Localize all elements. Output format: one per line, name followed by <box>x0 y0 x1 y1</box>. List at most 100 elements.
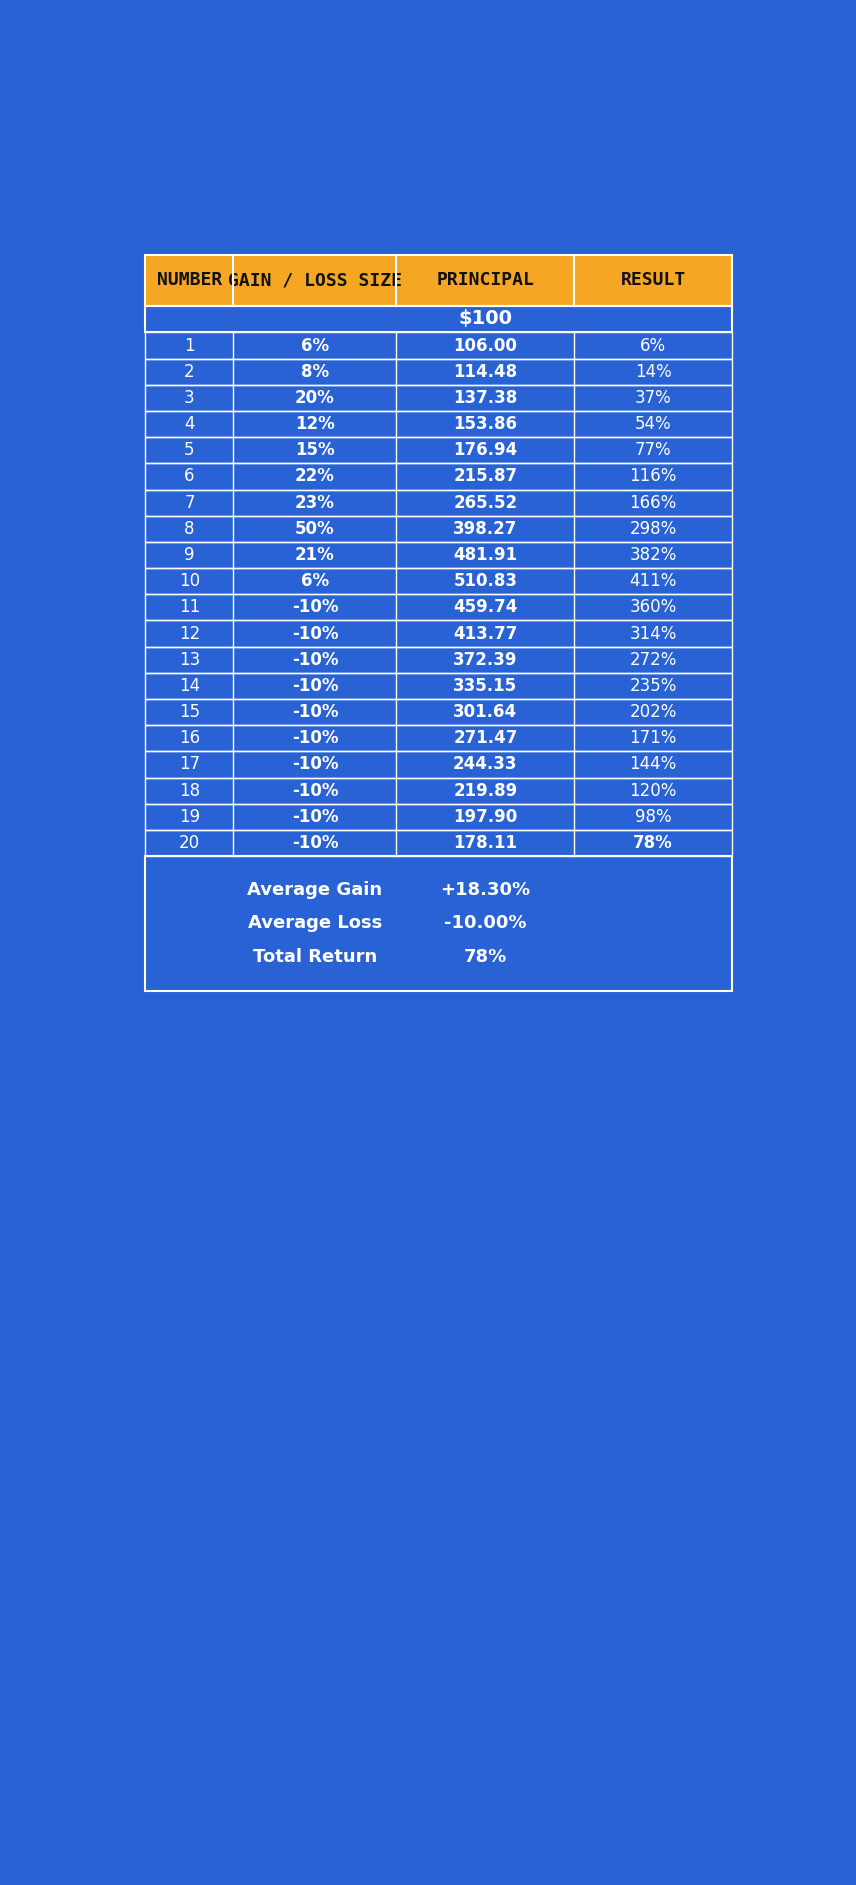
Text: 197.90: 197.90 <box>453 809 517 826</box>
Text: 137.38: 137.38 <box>453 388 517 407</box>
Text: Total Return: Total Return <box>253 948 377 967</box>
Bar <box>146 752 732 777</box>
Text: 54%: 54% <box>635 415 671 434</box>
Bar <box>146 647 732 673</box>
Bar <box>146 699 732 726</box>
Text: 14: 14 <box>179 677 200 696</box>
Text: 15: 15 <box>179 703 200 722</box>
Text: Average Gain: Average Gain <box>247 880 383 899</box>
Text: 382%: 382% <box>629 547 677 564</box>
Text: 20: 20 <box>179 833 200 852</box>
Text: 6%: 6% <box>301 573 329 590</box>
Text: 7: 7 <box>184 494 194 511</box>
Bar <box>146 803 732 829</box>
Text: 6%: 6% <box>640 337 666 354</box>
Bar <box>146 464 732 490</box>
Text: 298%: 298% <box>629 520 677 537</box>
Text: -10%: -10% <box>292 624 338 643</box>
Text: 413.77: 413.77 <box>453 624 518 643</box>
Bar <box>146 385 732 411</box>
Bar <box>146 726 732 752</box>
Text: 6%: 6% <box>301 337 329 354</box>
Text: 18: 18 <box>179 782 200 799</box>
Bar <box>146 358 732 385</box>
Text: 5: 5 <box>184 441 194 460</box>
Text: 8: 8 <box>184 520 194 537</box>
Text: -10%: -10% <box>292 650 338 669</box>
Bar <box>146 752 732 777</box>
Bar <box>146 673 732 699</box>
Text: 202%: 202% <box>629 703 677 722</box>
Text: 4: 4 <box>184 415 194 434</box>
Text: 372.39: 372.39 <box>453 650 518 669</box>
Text: 106.00: 106.00 <box>454 337 517 354</box>
Bar <box>146 829 732 856</box>
Text: Average Loss: Average Loss <box>248 914 382 933</box>
Text: 166%: 166% <box>629 494 677 511</box>
Bar <box>146 256 732 305</box>
Bar <box>146 490 732 516</box>
Bar <box>146 594 732 620</box>
Text: 12: 12 <box>179 624 200 643</box>
Text: 265.52: 265.52 <box>454 494 517 511</box>
Text: 219.89: 219.89 <box>453 782 517 799</box>
Text: 20%: 20% <box>295 388 335 407</box>
Text: 301.64: 301.64 <box>454 703 517 722</box>
Bar <box>146 541 732 567</box>
Text: 153.86: 153.86 <box>454 415 517 434</box>
Text: 272%: 272% <box>629 650 677 669</box>
Text: 11: 11 <box>179 598 200 616</box>
Text: 215.87: 215.87 <box>454 467 517 486</box>
Text: -10%: -10% <box>292 598 338 616</box>
Text: 176.94: 176.94 <box>453 441 517 460</box>
Text: 120%: 120% <box>629 782 677 799</box>
Bar <box>146 516 732 541</box>
Text: 510.83: 510.83 <box>454 573 517 590</box>
Bar <box>146 332 732 358</box>
Text: 335.15: 335.15 <box>454 677 517 696</box>
Text: 2: 2 <box>184 362 195 381</box>
Text: -10%: -10% <box>292 677 338 696</box>
Text: 114.48: 114.48 <box>454 362 517 381</box>
Bar <box>146 305 732 332</box>
Text: -10%: -10% <box>292 756 338 773</box>
Text: 3: 3 <box>184 388 195 407</box>
Bar <box>146 803 732 829</box>
Bar <box>146 620 732 647</box>
Bar <box>146 490 732 516</box>
Text: 171%: 171% <box>629 729 677 746</box>
Text: 178.11: 178.11 <box>454 833 517 852</box>
Bar <box>146 726 732 752</box>
Bar <box>146 856 732 992</box>
Text: GAIN / LOSS SIZE: GAIN / LOSS SIZE <box>228 271 402 290</box>
Text: 411%: 411% <box>629 573 677 590</box>
Text: 19: 19 <box>179 809 200 826</box>
Text: 17: 17 <box>179 756 200 773</box>
Text: $100: $100 <box>458 309 513 328</box>
Bar <box>146 777 732 803</box>
Bar <box>146 567 732 594</box>
Text: 459.74: 459.74 <box>453 598 518 616</box>
Text: RESULT: RESULT <box>621 271 686 290</box>
Bar <box>146 256 732 305</box>
Text: 23%: 23% <box>295 494 335 511</box>
Text: 14%: 14% <box>634 362 671 381</box>
Bar <box>146 332 732 358</box>
Text: -10.00%: -10.00% <box>444 914 526 933</box>
Text: 360%: 360% <box>629 598 677 616</box>
Text: 1: 1 <box>184 337 195 354</box>
Bar <box>146 777 732 803</box>
Bar <box>146 358 732 385</box>
Bar <box>146 699 732 726</box>
Text: 9: 9 <box>184 547 194 564</box>
Bar <box>146 385 732 411</box>
Bar <box>146 594 732 620</box>
Text: -10%: -10% <box>292 809 338 826</box>
Text: -10%: -10% <box>292 703 338 722</box>
Text: +18.30%: +18.30% <box>440 880 531 899</box>
Text: 8%: 8% <box>301 362 329 381</box>
Bar <box>146 516 732 541</box>
Text: 15%: 15% <box>295 441 335 460</box>
Text: 481.91: 481.91 <box>454 547 517 564</box>
Text: -10%: -10% <box>292 782 338 799</box>
